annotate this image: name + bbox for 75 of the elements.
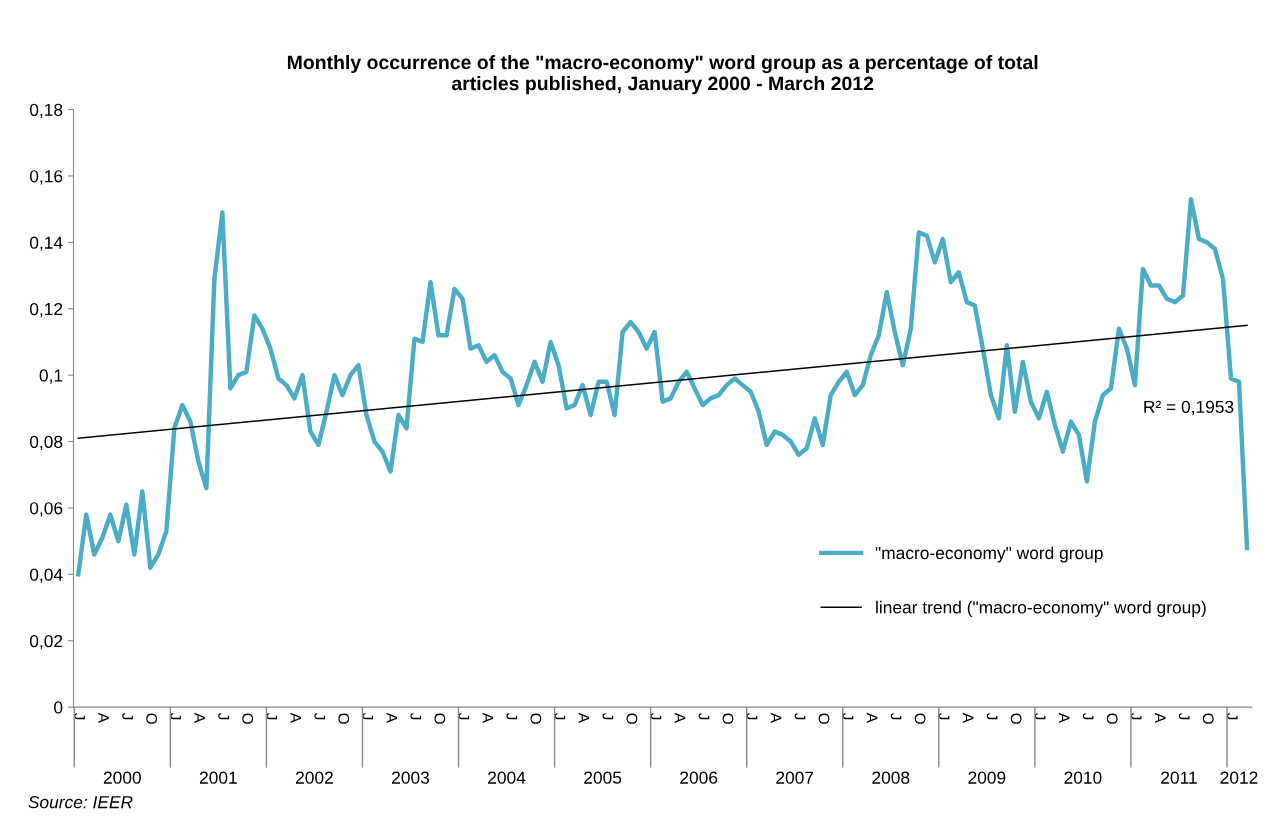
x-tick-label: J: [650, 712, 662, 720]
x-tick-label: O: [818, 713, 830, 724]
y-tick-label: 0,08: [29, 435, 63, 451]
x-tick-label: A: [962, 712, 974, 723]
x-tick-label: J: [410, 712, 422, 720]
legend-label: "macro-economy" word group: [875, 546, 1103, 563]
y-tick-label: 0,02: [29, 634, 63, 650]
text: 2003: [392, 771, 430, 784]
x-tick-label: J: [1178, 712, 1190, 720]
x-tick-label: J: [602, 712, 614, 720]
x-tick-label: O: [434, 713, 446, 724]
y-tick-label: 0: [54, 701, 63, 714]
x-tick-label: J: [794, 712, 806, 720]
x-tick-label: J: [458, 712, 470, 720]
x-tick-label: J: [842, 712, 854, 720]
x-tick-label: J: [1226, 712, 1238, 720]
x-tick-label: J: [746, 712, 758, 720]
x-tick-label: A: [1154, 712, 1166, 723]
x-tick-label: J: [554, 712, 566, 720]
x-tick-label: A: [674, 712, 686, 723]
x-tick-label: A: [194, 712, 205, 723]
line-series: [76, 196, 1250, 577]
x-tick-label: A: [866, 712, 878, 723]
y-tick-label: 0,06: [29, 502, 63, 517]
text: 2010: [1064, 771, 1102, 784]
source-note: Source: IEER: [28, 796, 133, 809]
x-tick-label: J: [122, 712, 133, 720]
x-tick-label: A: [98, 712, 109, 723]
x-tick-label: A: [482, 712, 494, 723]
y-tick-label: 0,18: [29, 103, 63, 119]
x-tick-label: J: [218, 712, 229, 720]
x-tick-label: J: [314, 712, 325, 720]
text: 2000: [103, 771, 141, 784]
x-tick-label: J: [74, 712, 85, 720]
x-tick-label: J: [1130, 712, 1142, 720]
y-tick-label: 0,12: [29, 302, 63, 318]
x-tick-label: O: [338, 713, 350, 724]
text: 2007: [776, 771, 814, 784]
x-tick-label: J: [986, 712, 998, 720]
x-tick-label: J: [1082, 712, 1094, 720]
x-tick-label: O: [626, 713, 638, 724]
x-tick-label: O: [146, 713, 158, 724]
text: 2012: [1220, 771, 1258, 784]
legend-label: linear trend ("macro-economy" word group): [876, 600, 1206, 617]
text: 2002: [296, 771, 333, 784]
x-tick-label: J: [938, 712, 950, 720]
y-tick-label: 0,04: [29, 568, 63, 583]
x-tick-label: A: [290, 712, 301, 723]
x-tick-label: J: [698, 712, 710, 720]
x-tick-label: A: [1058, 712, 1070, 723]
text: 2005: [584, 771, 622, 784]
x-tick-label: O: [1010, 713, 1022, 724]
chart-title: Monthly occurrence of the "macro-economy" word group as a percentage of total articles published, January 2000 - March 2012: [287, 55, 1038, 95]
text: 2011: [1161, 771, 1197, 784]
text: 2006: [680, 771, 718, 784]
x-tick-label: O: [242, 713, 254, 724]
x-tick-label: O: [1106, 713, 1118, 724]
x-tick-label: O: [722, 713, 734, 724]
x-tick-label: J: [1034, 712, 1046, 720]
x-tick-label: J: [890, 712, 902, 720]
y-tick-label: 0,16: [29, 170, 63, 185]
x-tick-label: O: [1202, 713, 1214, 724]
y-tick-label: 0,14: [29, 236, 63, 251]
text: 2009: [968, 771, 1006, 784]
x-tick-label: O: [530, 713, 542, 724]
x-tick-label: A: [386, 712, 398, 723]
text: 2001: [199, 771, 237, 784]
y-tick-label: 0,1: [39, 369, 63, 384]
x-tick-label: A: [578, 712, 590, 723]
x-tick-label: O: [914, 713, 926, 724]
text: 2004: [488, 771, 526, 784]
text: 2008: [872, 771, 910, 784]
x-tick-label: J: [506, 712, 518, 720]
annotation: R² = 0,1953: [1144, 400, 1234, 416]
x-tick-label: A: [770, 712, 782, 723]
